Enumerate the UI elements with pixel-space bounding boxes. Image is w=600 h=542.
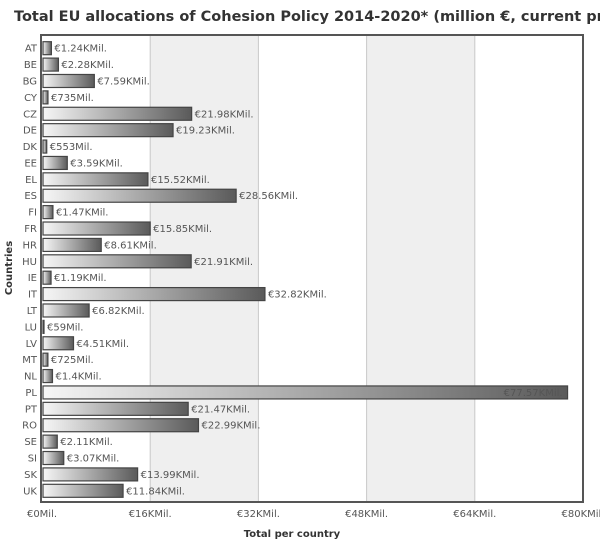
bar — [42, 368, 54, 384]
bar — [42, 270, 52, 285]
data-label: €1.4KMil. — [55, 372, 101, 383]
bar — [42, 352, 49, 367]
data-label: €28.56KMil. — [239, 191, 298, 202]
bar — [42, 155, 68, 171]
data-label: €22.99KMil. — [201, 421, 260, 432]
x-tick-label: €80KMil. — [561, 509, 600, 520]
x-tick-label: €64KMil. — [453, 509, 496, 520]
data-label: €8.61KMil. — [104, 240, 157, 251]
y-tick-label: BG — [23, 76, 37, 87]
y-tick-label: SK — [24, 470, 37, 481]
data-label: €6.82KMil. — [92, 306, 145, 317]
y-tick-label: MT — [22, 355, 38, 366]
y-tick-label: SI — [28, 454, 37, 465]
data-label: €7.59KMil. — [97, 76, 150, 87]
y-tick-label: IT — [28, 290, 38, 301]
bar — [42, 286, 266, 302]
bar — [42, 303, 90, 318]
data-label: €13.99KMil. — [141, 470, 200, 481]
data-label: €32.82KMil. — [268, 290, 327, 301]
bar — [42, 467, 139, 482]
x-tick-label: €16KMil. — [129, 509, 172, 520]
data-label: €2.11KMil. — [60, 437, 113, 448]
y-tick-label: IE — [28, 273, 37, 284]
data-label: €735Mil. — [51, 93, 94, 104]
y-tick-label: FR — [24, 224, 37, 235]
y-tick-label: EE — [24, 158, 37, 169]
y-tick-label: FI — [28, 208, 37, 219]
bar — [42, 172, 149, 187]
data-label: €3.59KMil. — [70, 158, 123, 169]
y-tick-label: LV — [26, 339, 37, 350]
y-tick-label: AT — [25, 44, 38, 55]
bar — [42, 336, 75, 351]
bar — [42, 418, 200, 433]
bar — [42, 221, 151, 236]
y-tick-label: DE — [23, 126, 37, 137]
data-label: €553Mil. — [50, 142, 93, 153]
data-label: €725Mil. — [51, 355, 94, 366]
data-label: €21.47KMil. — [191, 404, 250, 415]
plot-border — [40, 34, 584, 503]
bar — [42, 450, 65, 466]
y-tick-label: HR — [23, 240, 38, 251]
bar — [42, 385, 569, 400]
y-tick-label: LU — [25, 322, 37, 333]
y-tick-label: PT — [25, 404, 38, 415]
data-label: €59Mil. — [47, 322, 83, 333]
bar — [42, 237, 102, 253]
bar — [42, 434, 58, 449]
data-label: €4.51KMil. — [76, 339, 129, 350]
bar — [42, 73, 95, 89]
bar — [42, 57, 60, 72]
data-label: €15.85KMil. — [153, 224, 212, 235]
data-label: €21.91KMil. — [194, 257, 253, 268]
y-tick-label: UK — [23, 486, 37, 497]
x-tick-label: €0Mil. — [27, 509, 57, 520]
y-tick-label: CZ — [23, 109, 37, 120]
bar — [42, 188, 237, 203]
chart-title: Total EU allocations of Cohesion Policy … — [14, 9, 600, 25]
y-tick-label: LT — [27, 306, 38, 317]
y-tick-label: BE — [24, 60, 37, 71]
data-label: €77.57KMil. — [504, 388, 563, 399]
y-tick-label: PL — [25, 388, 37, 399]
bar — [42, 205, 54, 220]
bar — [42, 106, 193, 121]
bar — [42, 254, 192, 269]
bar — [42, 483, 124, 498]
data-label: €21.98KMil. — [195, 109, 254, 120]
data-label: €3.07KMil. — [67, 454, 120, 465]
bar — [42, 319, 45, 334]
y-tick-label: CY — [24, 93, 38, 104]
grid-band — [366, 35, 475, 502]
y-axis-label: Countries — [4, 241, 15, 295]
y-tick-label: DK — [23, 142, 38, 153]
bar — [42, 139, 48, 154]
data-label: €1.24KMil. — [54, 44, 107, 55]
x-tick-label: €32KMil. — [237, 509, 280, 520]
bar — [42, 90, 49, 105]
x-axis-label: Total per country — [244, 529, 341, 540]
bar — [42, 123, 174, 138]
y-tick-label: RO — [22, 421, 37, 432]
bar — [42, 401, 189, 416]
y-tick-label: SE — [24, 437, 37, 448]
data-label: €15.52KMil. — [151, 175, 210, 186]
y-tick-label: ES — [24, 191, 37, 202]
bar — [42, 41, 52, 56]
y-tick-label: EL — [25, 175, 37, 186]
x-tick-label: €48KMil. — [345, 509, 388, 520]
y-tick-label: NL — [24, 372, 37, 383]
data-label: €11.84KMil. — [126, 486, 185, 497]
data-label: €1.47KMil. — [56, 208, 109, 219]
data-label: €1.19KMil. — [54, 273, 107, 284]
y-tick-label: HU — [22, 257, 37, 268]
data-label: €2.28KMil. — [61, 60, 114, 71]
data-label: €19.23KMil. — [176, 126, 235, 137]
